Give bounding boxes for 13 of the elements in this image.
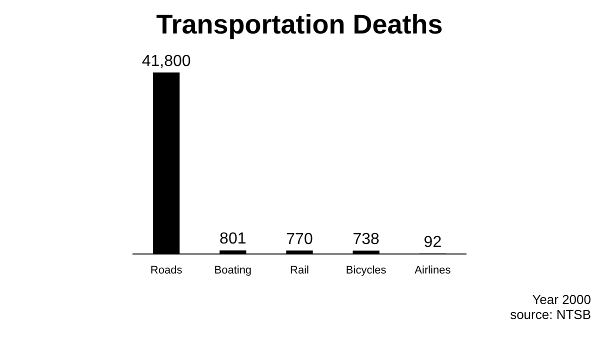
text: Year 2000 bbox=[531, 292, 591, 307]
data-label: 770 bbox=[286, 230, 313, 248]
data-label: 801 bbox=[220, 230, 246, 248]
x-tick-label: Airlines bbox=[414, 264, 452, 276]
x-tick-label: Roads bbox=[150, 264, 183, 276]
source-note: source: NTSB bbox=[510, 307, 591, 322]
x-tick-label: Boating bbox=[214, 264, 252, 276]
x-tick-label: Bicycles bbox=[346, 264, 387, 276]
x-tick-label: Rail bbox=[290, 264, 309, 276]
chart-title: Transportation Deaths bbox=[156, 10, 443, 40]
data-label: 41,800 bbox=[142, 52, 191, 70]
data-label: 92 bbox=[424, 234, 442, 251]
data-label: 738 bbox=[352, 231, 380, 248]
